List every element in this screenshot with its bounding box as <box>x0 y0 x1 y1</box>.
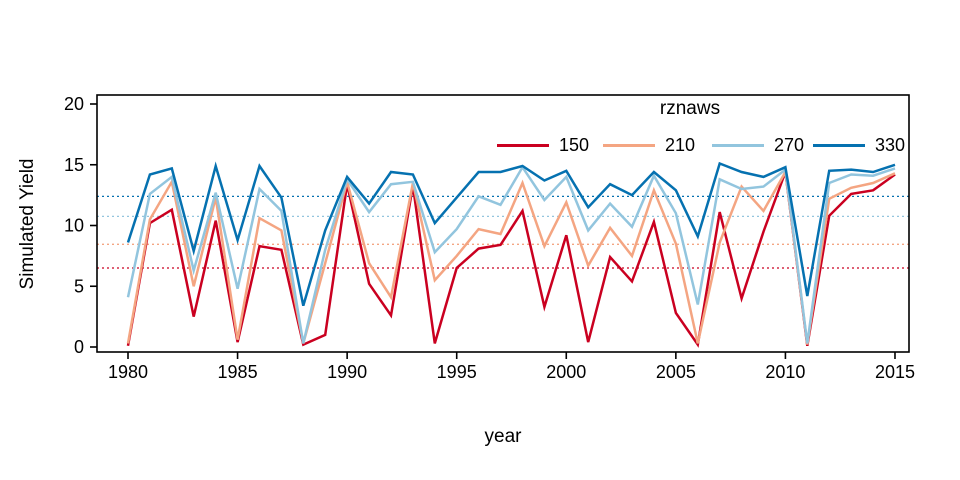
x-tick-label: 1995 <box>437 362 477 382</box>
legend-label: 150 <box>559 134 590 155</box>
legend-line-swatch <box>603 143 655 147</box>
legend-label: 270 <box>774 134 805 155</box>
y-tick-label: 10 <box>64 216 84 236</box>
y-tick-label: 0 <box>74 337 84 357</box>
x-tick-label: 2000 <box>546 362 586 382</box>
legend-item-330: 330 <box>813 134 906 155</box>
series-line-150 <box>126 171 896 348</box>
x-tick-label: 1985 <box>218 362 258 382</box>
x-tick-label: 1990 <box>327 362 367 382</box>
y-tick-label: 5 <box>74 276 84 296</box>
x-tick-label: 2015 <box>875 362 915 382</box>
legend-item-270: 270 <box>712 134 805 155</box>
legend-line-swatch <box>712 143 764 147</box>
legend-label: 210 <box>665 134 696 155</box>
legend-line-swatch <box>497 143 549 147</box>
series-line-270 <box>126 164 896 344</box>
x-tick-label: 2010 <box>765 362 805 382</box>
plot-border <box>96 94 910 353</box>
x-axis-title: year <box>484 426 522 447</box>
legend-item-210: 210 <box>603 134 696 155</box>
y-tick-label: 15 <box>64 155 84 175</box>
legend-label: 330 <box>875 134 906 155</box>
legend-line-swatch <box>813 143 865 147</box>
x-tick-label: 1980 <box>108 362 148 382</box>
series-line-330 <box>126 161 896 307</box>
x-tick-label: 2005 <box>656 362 696 382</box>
series-line-210 <box>126 168 896 345</box>
legend-title: rznaws <box>659 98 721 119</box>
legend-item-150: 150 <box>497 134 590 155</box>
y-axis-title: Simulated Yield <box>17 158 38 290</box>
y-tick-label: 20 <box>64 94 84 114</box>
